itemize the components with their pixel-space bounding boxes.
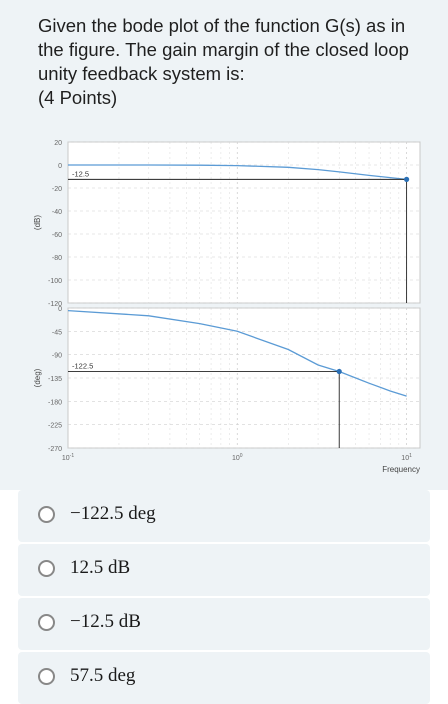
magnitude-ytick-label: -80 (52, 255, 62, 262)
radio-icon[interactable] (38, 614, 55, 631)
phase-ytick-label: -45 (52, 329, 62, 336)
option-4[interactable]: 57.5 deg (18, 652, 430, 704)
phase-ytick-label: -225 (48, 423, 62, 430)
phase-xtick-label: 100 (232, 453, 243, 462)
magnitude-annotation-label: -12.5 (72, 169, 89, 178)
radio-icon[interactable] (38, 560, 55, 577)
phase-xtick-label: 101 (401, 453, 412, 462)
phase-annotation-marker (336, 368, 342, 375)
magnitude-ytick-label: -100 (48, 278, 62, 285)
magnitude-ytick-label: -120 (48, 301, 62, 308)
magnitude-area (67, 141, 421, 304)
phase-panel: 0 -45 -90 -135 -180 -225 -270 -122.5 (deg) 10-1 10… (33, 306, 421, 474)
magnitude-panel: 20 0 -20 -40 -60 -80 -100 -120 -12.5 (dB) (33, 140, 421, 308)
magnitude-ytick-label: 0 (58, 163, 62, 170)
magnitude-ylabel: (dB) (33, 215, 42, 230)
radio-icon[interactable] (38, 668, 55, 685)
radio-icon[interactable] (38, 506, 55, 523)
phase-ytick-label: 0 (58, 306, 62, 313)
phase-ytick-label: -135 (48, 376, 62, 383)
phase-xtick-label: 10-1 (62, 453, 74, 462)
magnitude-ytick-label: 20 (54, 140, 62, 147)
option-4-label: 57.5 deg (70, 665, 136, 686)
question-text: Given the bode plot of the function G(s)… (38, 15, 409, 84)
magnitude-ytick-label: -60 (52, 232, 62, 239)
magnitude-annotation-marker (403, 176, 410, 182)
bode-plot: 20 0 -20 -40 -60 -80 -100 -120 -12.5 (dB) 0 -45 -90… (33, 140, 421, 474)
option-1[interactable]: −122.5 deg (18, 490, 430, 542)
magnitude-ytick-label: -40 (52, 209, 62, 216)
phase-ytick-label: -90 (52, 353, 62, 360)
option-3-label: −12.5 dB (70, 611, 141, 632)
option-2[interactable]: 12.5 dB (18, 544, 430, 596)
phase-ytick-label: -270 (48, 446, 62, 453)
magnitude-ytick-label: -20 (52, 186, 62, 193)
phase-ytick-label: -180 (48, 399, 62, 406)
phase-xlabel: Frequency (382, 465, 420, 474)
question-text-block: Given the bode plot of the function G(s)… (38, 14, 418, 110)
magnitude-curve (68, 164, 407, 181)
option-1-label: −122.5 deg (70, 503, 156, 524)
question-points: (4 Points) (38, 87, 118, 108)
phase-curve (67, 309, 407, 397)
option-2-label: 12.5 dB (70, 557, 131, 578)
question-card: Given the bode plot of the function G(s)… (0, 0, 448, 490)
phase-annotation-label: -122.5 (72, 362, 93, 371)
option-3[interactable]: −12.5 dB (18, 598, 430, 650)
phase-ylabel: (deg) (33, 368, 42, 387)
